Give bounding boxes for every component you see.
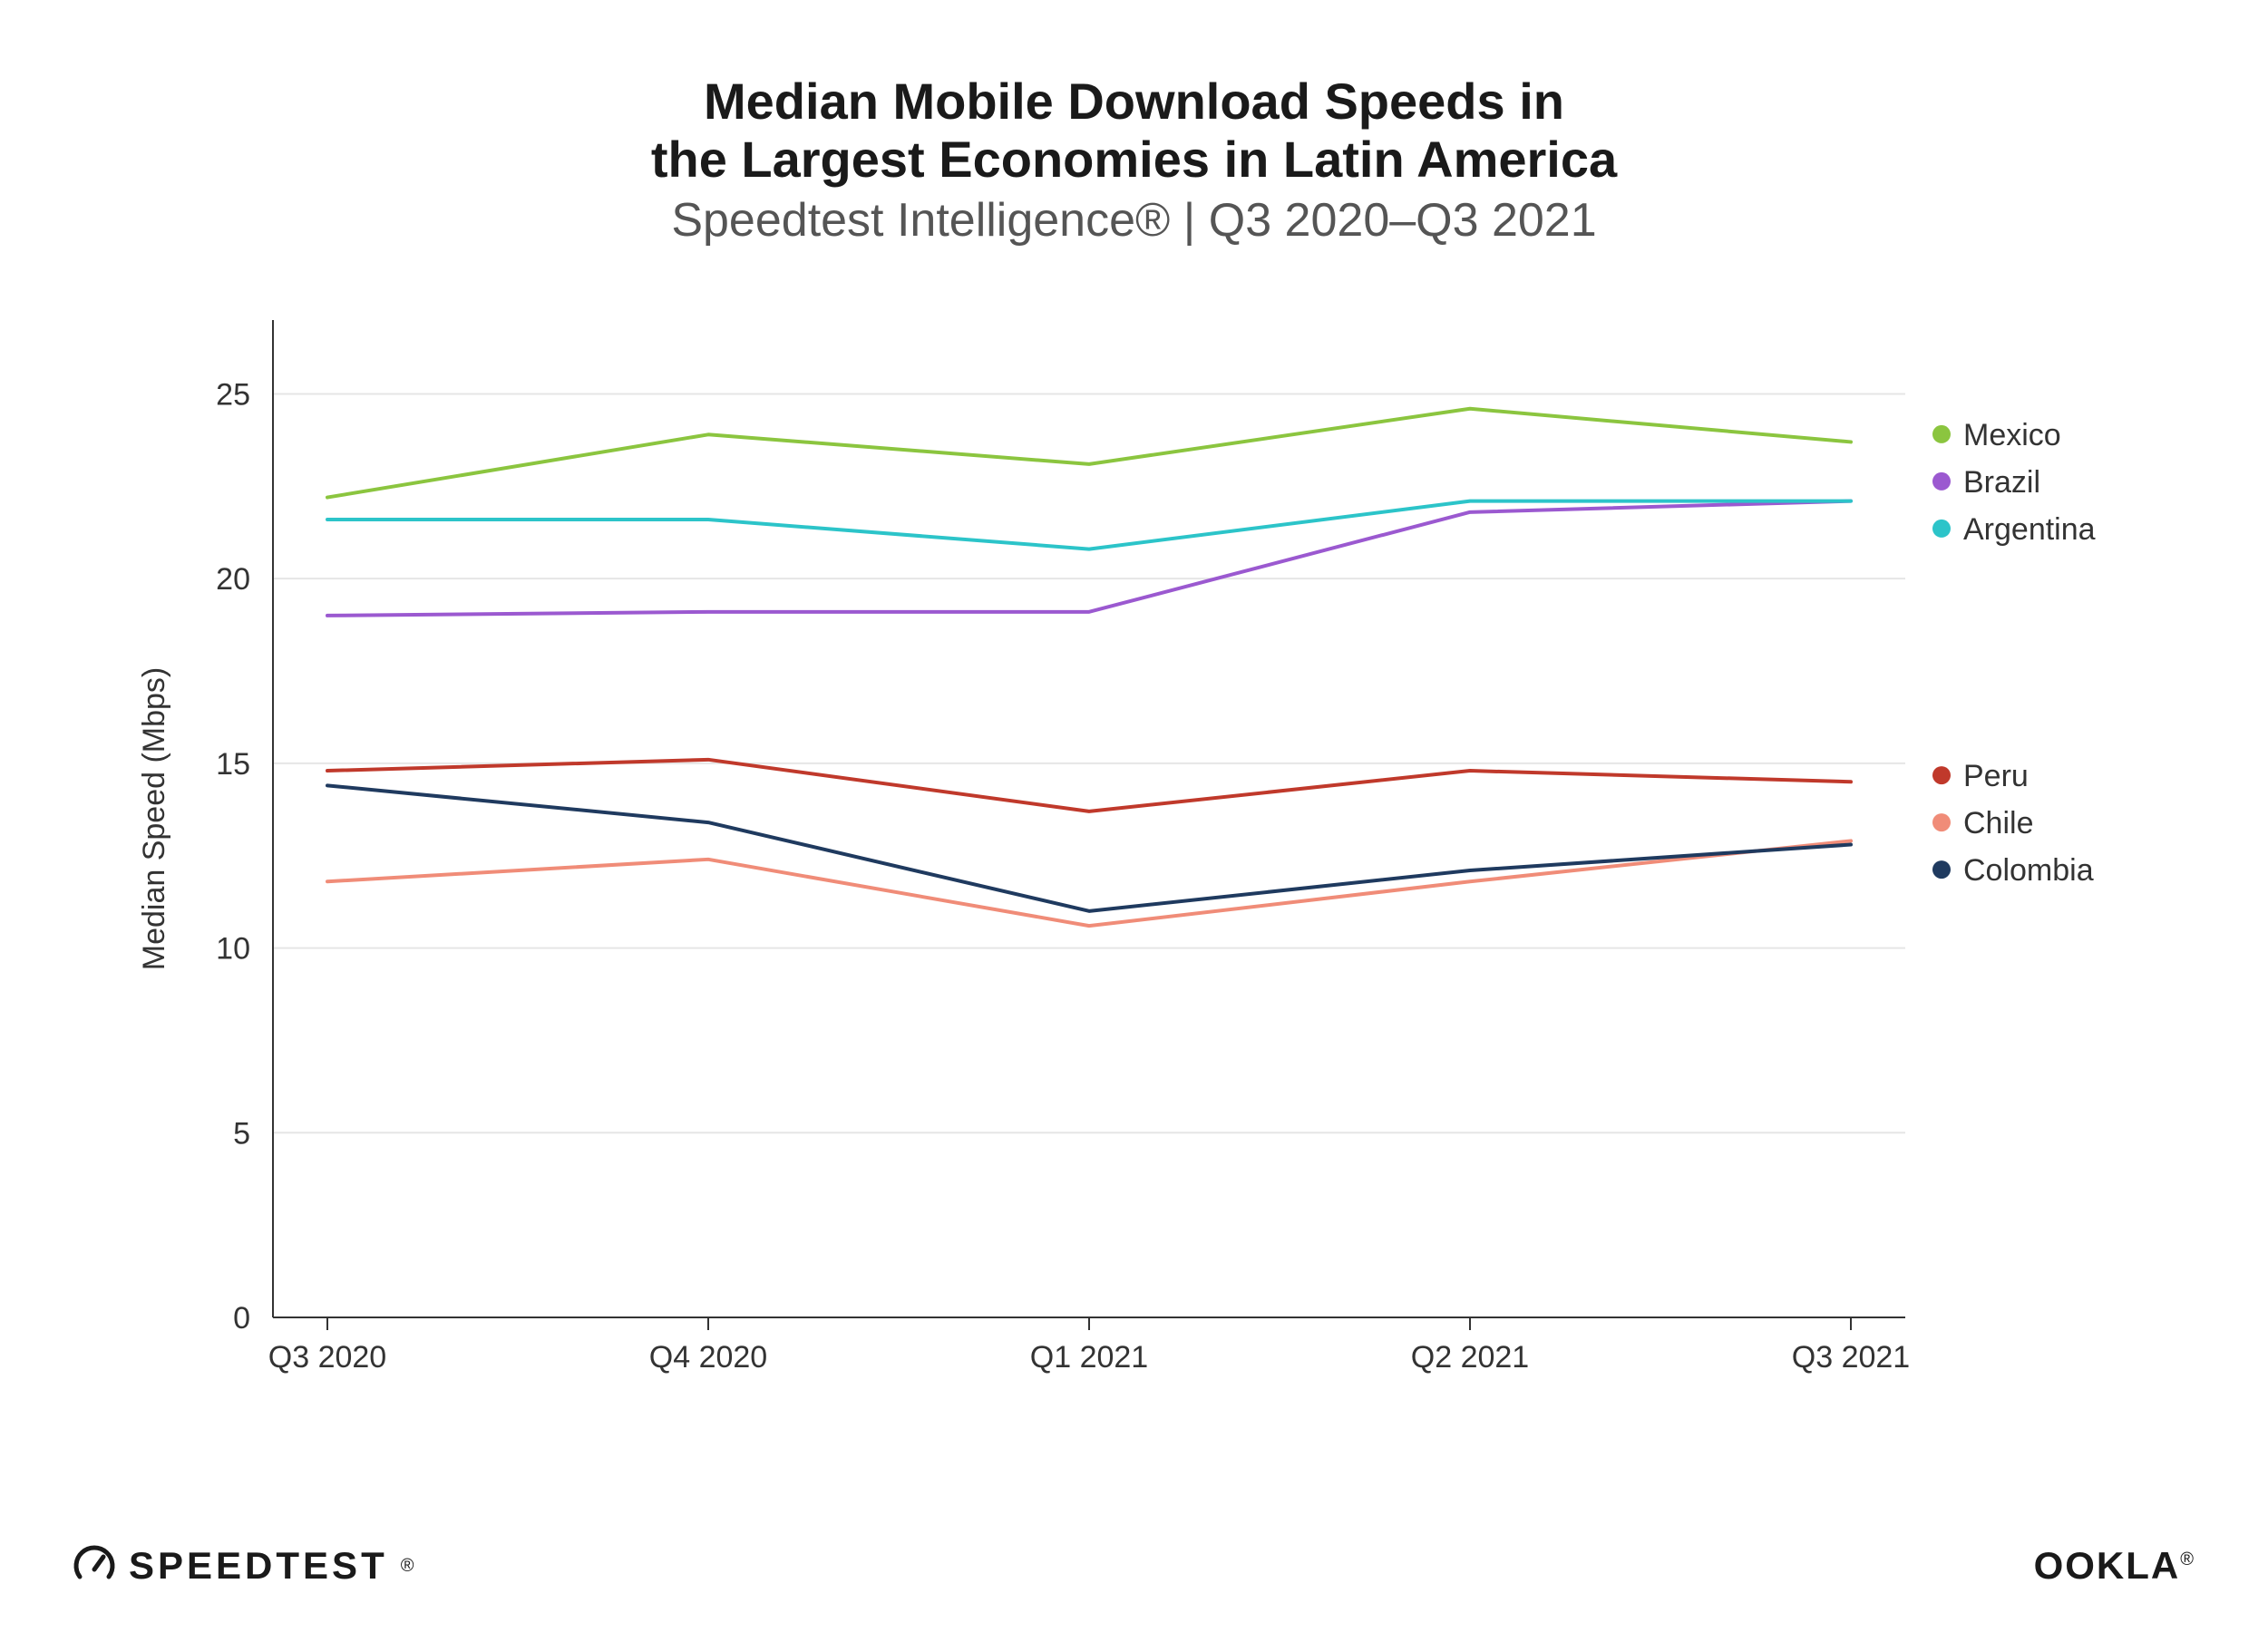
chart-title-line1: Median Mobile Download Speeds in <box>91 73 2177 131</box>
trademark-icon: ® <box>2180 1550 2195 1569</box>
line-chart: 0 5 10 15 20 25 Q3 2020 Q4 2020 Q1 2021 Q2 2021 Q3… <box>92 284 2177 1462</box>
x-tick-label: Q3 2020 <box>268 1340 385 1375</box>
chart-title-line2: the Largest Economies in Latin America <box>91 131 2177 189</box>
x-tick-label: Q2 2021 <box>1410 1340 1528 1375</box>
legend-label: Peru <box>1963 759 2029 793</box>
legend-label: Mexico <box>1963 418 2061 452</box>
footer: SPEEDTEST ® OOKLA® <box>73 1544 2195 1588</box>
legend-label: Chile <box>1963 806 2033 840</box>
brand-ookla-text: OOKLA <box>2034 1544 2181 1587</box>
y-axis-title: Median Speed (Mbps) <box>137 667 171 971</box>
title-block: Median Mobile Download Speeds in the Lar… <box>91 73 2177 248</box>
chart-subtitle: Speedtest Intelligence® | Q3 2020–Q3 202… <box>91 193 2177 248</box>
legend-marker <box>1932 520 1951 538</box>
legend-marker <box>1932 425 1951 443</box>
y-tick-label: 10 <box>216 931 250 966</box>
legend-marker <box>1932 472 1951 491</box>
chart-container: 0 5 10 15 20 25 Q3 2020 Q4 2020 Q1 2021 Q2 2021 Q3… <box>92 284 2177 1462</box>
trademark-icon: ® <box>401 1556 418 1577</box>
x-tick-label: Q3 2021 <box>1791 1340 1909 1375</box>
y-tick-label: 5 <box>233 1116 250 1151</box>
y-tick-label: 0 <box>233 1301 250 1336</box>
legend-marker <box>1932 766 1951 784</box>
legend-label: Argentina <box>1963 512 2096 547</box>
brand-speedtest: SPEEDTEST ® <box>73 1544 417 1588</box>
gauge-icon <box>73 1544 116 1588</box>
x-tick-label: Q1 2021 <box>1029 1340 1147 1375</box>
legend-label: Colombia <box>1963 853 2094 888</box>
series-line <box>327 760 1851 811</box>
legend-marker <box>1932 813 1951 831</box>
page-root: Median Mobile Download Speeds in the Lar… <box>0 0 2268 1642</box>
brand-ookla: OOKLA® <box>2034 1544 2195 1588</box>
series-line <box>327 409 1851 498</box>
brand-speedtest-text: SPEEDTEST <box>129 1544 388 1588</box>
x-tick-label: Q4 2020 <box>648 1340 766 1375</box>
series-line <box>327 785 1851 911</box>
series-line <box>327 840 1851 926</box>
y-tick-label: 20 <box>216 562 250 597</box>
y-tick-label: 25 <box>216 377 250 412</box>
y-tick-label: 15 <box>216 747 250 782</box>
legend-marker <box>1932 860 1951 879</box>
legend-label: Brazil <box>1963 465 2040 500</box>
